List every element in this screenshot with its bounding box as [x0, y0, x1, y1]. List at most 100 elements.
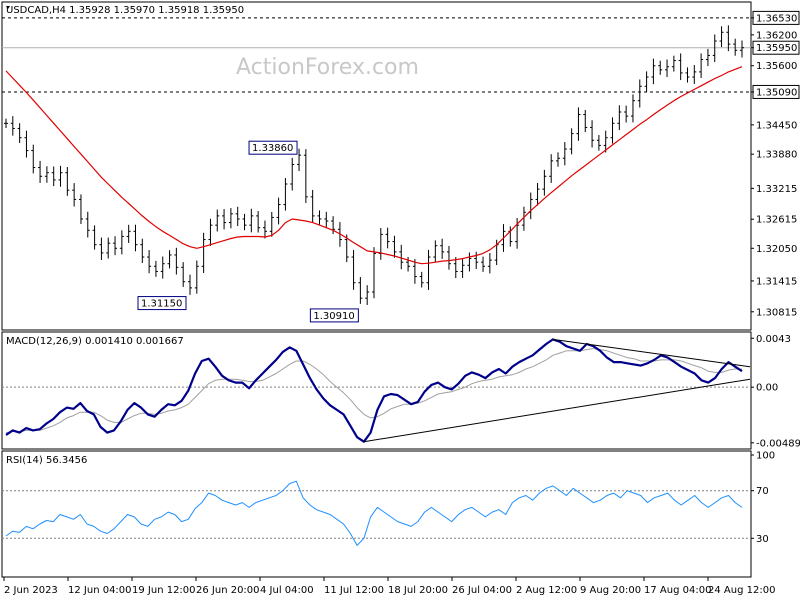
price-bar — [392, 235, 397, 258]
price-bar — [535, 182, 540, 206]
price-bar — [215, 209, 220, 232]
x-tick-label-9: 9 Aug 20:00 — [580, 585, 641, 596]
price-bar — [153, 260, 158, 277]
x-tick-label-3: 26 Jun 20:00 — [196, 585, 260, 596]
price-bar — [576, 107, 581, 141]
price-bar — [603, 130, 608, 153]
price-bar — [24, 130, 29, 158]
x-tick-label-2: 19 Jun 12:00 — [132, 585, 196, 596]
price-bar — [31, 144, 36, 174]
price-bar — [549, 154, 554, 183]
price-bar — [685, 67, 690, 83]
price-annotation-2: 1.30910 — [309, 308, 359, 323]
price-bar — [222, 209, 227, 230]
price-bar — [331, 216, 336, 235]
price-bar — [269, 211, 274, 237]
price-bar — [194, 260, 199, 294]
watermark: ActionForex.com — [236, 55, 419, 80]
macd-main-line — [5, 338, 743, 443]
macd-tick-0: 0.0043 — [756, 334, 791, 345]
price-bar — [637, 79, 642, 108]
x-tick-label-7: 26 Jul 04:00 — [452, 585, 512, 596]
x-tick-label-8: 2 Aug 12:00 — [516, 585, 577, 596]
price-bar — [583, 109, 588, 133]
price-annotation-0: 1.33860 — [248, 140, 298, 155]
price-tick-10: 1.31415 — [756, 276, 797, 287]
price-bar — [617, 105, 622, 131]
macd-panel-title: MACD(12,26,9) 0.001410 0.001667 — [6, 336, 184, 347]
price-bar — [44, 166, 49, 183]
ma-line — [5, 66, 743, 265]
price-bar — [671, 55, 676, 72]
price-tick-9: 1.32050 — [756, 244, 797, 255]
price-bar — [562, 142, 567, 166]
price-bar — [140, 238, 145, 264]
price-bar — [440, 238, 445, 259]
price-bar — [365, 285, 370, 305]
price-tick-0: 1.36530 — [756, 13, 797, 24]
x-axis: 2 Jun 2023 12 Jun 04:00 19 Jun 12:00 26 Jun… — [3, 577, 775, 596]
price-bar — [242, 213, 247, 231]
price-bar — [705, 48, 710, 67]
price-bar — [446, 245, 451, 270]
price-bar — [453, 257, 458, 279]
price-bar — [119, 230, 124, 255]
price-bar — [542, 169, 547, 196]
price-tick-11: 1.30815 — [756, 307, 797, 318]
price-bar — [317, 210, 322, 225]
price-tick-8: 1.32615 — [756, 215, 797, 226]
rsi-line — [5, 480, 743, 546]
price-bar — [283, 177, 288, 211]
price-tick-7: 1.33215 — [756, 184, 797, 195]
price-bar — [358, 277, 363, 304]
price-bar — [733, 38, 738, 56]
price-bar — [419, 271, 424, 288]
price-bar — [78, 194, 83, 224]
price-bar — [385, 227, 390, 249]
price-bar — [51, 166, 56, 187]
price-bar — [658, 60, 663, 75]
price-bar — [310, 189, 315, 223]
price-bar — [426, 249, 431, 290]
rsi-layer: 100 70 30 — [2, 451, 775, 546]
price-bar — [644, 71, 649, 92]
price-bar — [699, 53, 704, 78]
rsi-panel-title: RSI(14) 56.3456 — [6, 455, 87, 466]
rsi-tick-0: 100 — [756, 451, 775, 462]
price-bar — [167, 250, 172, 269]
price-bar — [412, 259, 417, 284]
price-bar — [235, 206, 240, 227]
price-bar — [201, 232, 206, 274]
price-bar — [433, 240, 438, 263]
macd-panel-frame — [1, 331, 752, 450]
price-bar — [665, 59, 670, 78]
price-bar — [726, 25, 731, 52]
x-tick-label-11: 24 Aug 12:00 — [708, 585, 775, 596]
price-bar — [474, 251, 479, 270]
price-bar — [133, 224, 138, 252]
price-bar — [256, 211, 261, 233]
macd-tick-1: 0.00 — [756, 383, 778, 394]
rsi-panel-frame — [1, 450, 752, 578]
price-annotation-box — [137, 296, 187, 311]
price-bar — [372, 247, 376, 299]
price-annotation-label: 1.33860 — [252, 143, 293, 154]
x-tick-label-1: 12 Jun 04:00 — [68, 585, 132, 596]
price-bar — [208, 218, 213, 246]
price-bar — [399, 244, 404, 270]
price-bar — [297, 148, 302, 172]
price-bar — [113, 236, 118, 256]
price-bar — [590, 120, 595, 148]
price-bar — [740, 40, 744, 58]
price-bar — [624, 105, 629, 123]
price-bar — [106, 237, 111, 259]
price-bar — [188, 274, 192, 295]
price-bar — [481, 256, 486, 272]
price-bar — [58, 165, 63, 187]
price-bar — [99, 237, 104, 261]
price-tick-6: 1.33880 — [756, 150, 797, 161]
price-bar — [678, 53, 683, 81]
price-bar — [515, 218, 520, 249]
